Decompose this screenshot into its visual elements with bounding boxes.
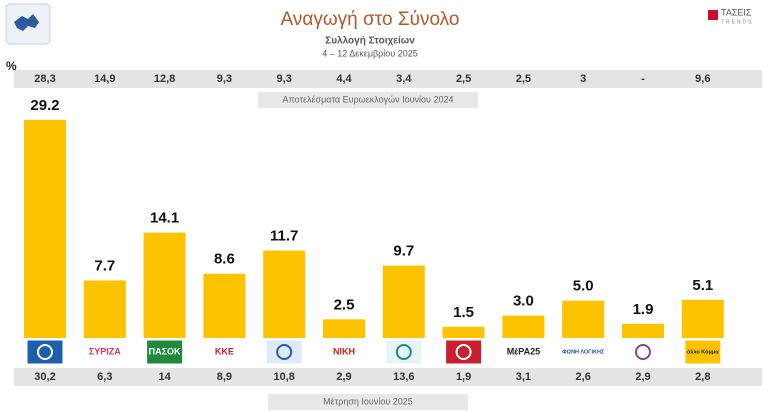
measurement-value: 10,8	[273, 371, 294, 383]
bar	[681, 299, 724, 338]
bar	[622, 323, 664, 338]
measurement-value: 2,9	[336, 371, 351, 383]
bar	[382, 265, 425, 338]
party-logo	[87, 341, 122, 363]
party-name: ΜέΡΑ25	[507, 346, 540, 356]
reference-value: 9,6	[695, 73, 710, 85]
value-label: 9.7	[393, 243, 414, 260]
value-label: 3.0	[513, 293, 534, 310]
party-logo-mark	[276, 344, 293, 360]
bar	[502, 315, 545, 338]
reference-value: 4,4	[336, 73, 352, 85]
value-label: 14.1	[150, 210, 179, 227]
value-label: 29.2	[30, 97, 59, 114]
reference-value: 12,8	[154, 73, 175, 85]
bar	[83, 280, 126, 338]
value-label: 5.1	[692, 277, 713, 294]
value-label: 1.9	[633, 301, 654, 318]
reference-value: 14,9	[94, 73, 115, 85]
party-logo-mark	[37, 344, 53, 360]
subtitle: Συλλογή Στοιχείων	[325, 36, 415, 47]
value-label: 7.7	[94, 257, 115, 274]
party-logo	[27, 340, 63, 364]
party-name: άλλο Κόμμα	[687, 349, 719, 355]
party-logo	[506, 341, 541, 363]
value-label: 8.6	[214, 251, 235, 268]
party-logo-mark	[635, 344, 651, 360]
reference-label-bg	[258, 92, 478, 108]
bar	[562, 300, 605, 338]
party-name: ΦΩΝΗ ΛΟΓΙΚΗΣ	[562, 349, 605, 355]
brand-name: ΤΑΣΕΙΣ	[721, 7, 752, 17]
party-name: ΝΙΚΗ	[333, 346, 355, 356]
reference-value: 2,5	[516, 73, 531, 85]
measurement-value: 6,3	[97, 371, 112, 383]
value-label: 2.5	[334, 296, 355, 313]
unit: %	[6, 59, 17, 73]
party-logo-mark	[395, 344, 412, 360]
chart-title: Αναγωγή στο Σύνολο	[281, 9, 460, 30]
bar	[203, 273, 246, 338]
brand-icon	[708, 10, 718, 20]
party-logo	[626, 341, 660, 363]
reference-value: 28,3	[34, 73, 55, 85]
bar	[24, 119, 66, 338]
measurement-row-bg	[14, 368, 762, 386]
party-logo	[147, 340, 183, 364]
reference-row-bg	[14, 70, 762, 88]
measurement-label: Μέτρηση Ιουνίου 2025	[323, 396, 413, 406]
map-shape	[14, 14, 39, 31]
party-name: ΚΚΕ	[215, 346, 234, 356]
measurement-value: 8,9	[217, 371, 232, 383]
reference-value: 3,4	[396, 73, 412, 85]
measurement-value: 13,6	[393, 371, 414, 383]
reference-value: 9,3	[277, 73, 292, 85]
bar	[442, 326, 485, 338]
party-logo	[386, 340, 422, 364]
measurement-value: 2,9	[635, 371, 650, 383]
party-logo	[685, 340, 721, 364]
date-range: 4 – 12 Δεκεμβρίου 2025	[322, 48, 418, 58]
bar	[323, 319, 365, 338]
party-logo	[207, 341, 242, 363]
measurement-value: 14	[158, 371, 171, 383]
measurement-label-bg	[268, 394, 468, 410]
party-logo	[566, 341, 601, 363]
value-label: 11.7	[270, 228, 298, 245]
measurement-value: 3,1	[516, 371, 531, 383]
party-logo	[266, 340, 302, 364]
bar	[263, 250, 306, 338]
party-logo-mark	[455, 344, 472, 360]
bar	[143, 232, 186, 338]
value-label: 5.0	[573, 278, 594, 295]
reference-value: 2,5	[456, 73, 471, 85]
brand-tagline: TRENDS	[721, 19, 754, 25]
measurement-value: 30,2	[34, 371, 55, 383]
reference-value: 3	[580, 73, 586, 85]
reference-value: 9,3	[217, 73, 232, 85]
reference-label: Αποτελέσματα Ευρωεκλογών Ιουνίου 2024	[283, 94, 454, 104]
reference-value: -	[641, 73, 645, 85]
party-logo	[327, 341, 361, 363]
party-name: ΠΑΣΟΚ	[149, 346, 181, 356]
measurement-value: 1,9	[456, 371, 471, 383]
party-name: ΣΥΡΙΖΑ	[89, 346, 121, 356]
value-label: 1.5	[453, 304, 474, 321]
party-logo	[446, 340, 482, 364]
measurement-value: 2,8	[695, 371, 710, 383]
measurement-value: 2,6	[576, 371, 591, 383]
